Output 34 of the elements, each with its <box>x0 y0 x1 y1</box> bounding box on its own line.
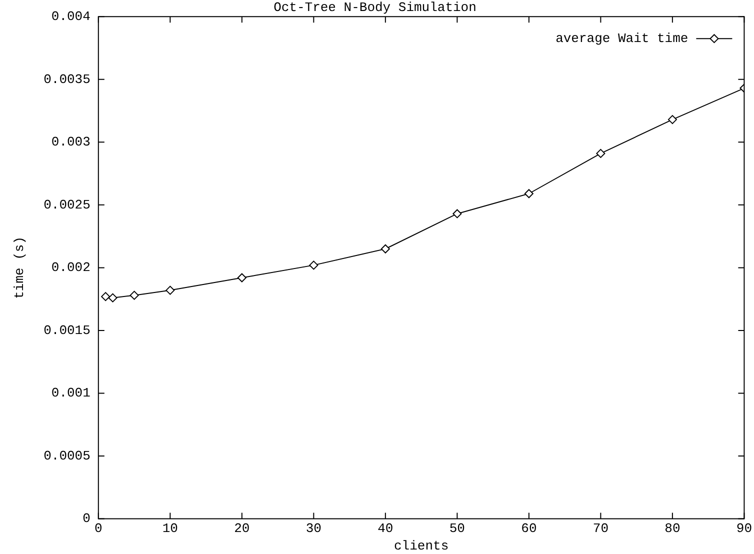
y-tick-label: 0.0005 <box>44 448 90 464</box>
x-tick-label: 30 <box>306 521 322 536</box>
y-tick-label: 0.0015 <box>44 322 90 338</box>
legend-label: average Wait time <box>556 31 688 46</box>
point <box>101 292 110 302</box>
point <box>130 290 139 300</box>
y-tick-label: 0.001 <box>51 386 91 401</box>
point <box>309 260 318 270</box>
x-tick-label: 60 <box>521 521 537 536</box>
point <box>108 293 118 302</box>
x-tick-label: 40 <box>378 521 394 536</box>
y-tick-label: 0.002 <box>51 260 90 276</box>
x-tick-label: 80 <box>664 521 680 536</box>
y-tick-label: 0.003 <box>51 134 90 150</box>
point <box>380 244 390 254</box>
point <box>668 115 677 124</box>
x-tick-label: 0 <box>94 521 102 536</box>
y-tick-label: 0.0035 <box>44 72 90 87</box>
point <box>596 148 606 158</box>
x-tick-label: 70 <box>592 521 608 536</box>
y-tick-label: 0 <box>82 511 90 526</box>
point <box>237 273 246 282</box>
x-axis-title: clients <box>394 538 449 554</box>
x-tick-label: 90 <box>736 521 752 536</box>
x-tick-label: 20 <box>234 521 250 536</box>
x-tick-label: 50 <box>449 521 465 536</box>
x-tick-label: 10 <box>162 521 178 536</box>
point <box>452 209 462 218</box>
y-tick-label: 0.0025 <box>44 197 90 212</box>
chart-title: Oct-Tree N-Body Simulation <box>274 0 476 16</box>
y-tick-label: 0.004 <box>51 9 91 24</box>
point <box>524 189 534 198</box>
y-axis-title: time (s) <box>12 236 28 299</box>
point <box>166 286 175 295</box>
